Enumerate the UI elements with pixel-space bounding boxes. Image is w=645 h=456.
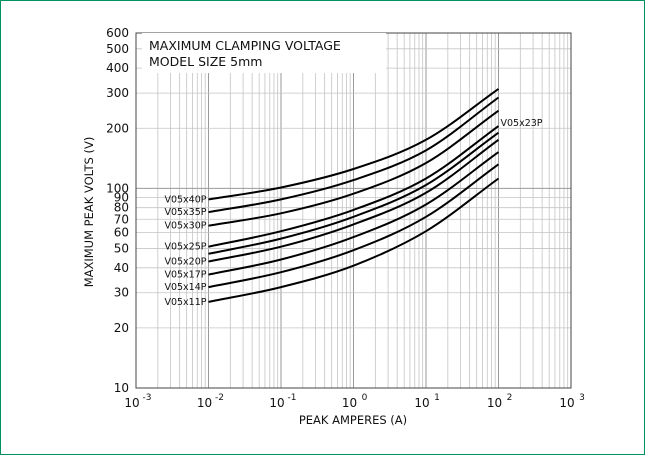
curves [208, 88, 500, 303]
title-box: MAXIMUM CLAMPING VOLTAGE MODEL SIZE 5mm [142, 33, 386, 73]
x-tick-exponent: 1 [434, 393, 440, 403]
y-tick-label: 20 [114, 321, 129, 335]
curve-v05x25p [208, 125, 500, 248]
curve-v05x20p [208, 138, 500, 263]
x-tick-label: 10 [197, 396, 212, 410]
x-tick-exponent: 0 [362, 393, 368, 403]
x-tick-label: 10 [487, 396, 502, 410]
series-label-v05x11p: V05x11P [164, 297, 206, 308]
y-tick-label: 300 [106, 86, 129, 100]
x-tick-exponent: 3 [579, 393, 585, 403]
x-tick-label: 10 [342, 396, 357, 410]
x-tick-exponent: 2 [507, 393, 513, 403]
y-tick-label: 400 [106, 61, 129, 75]
y-tick-label: 60 [114, 226, 129, 240]
curve-v05x23p [208, 131, 500, 255]
curve-v05x40p [208, 88, 500, 201]
y-tick-label: 40 [114, 261, 129, 275]
x-tick-exponent: -2 [215, 393, 224, 403]
y-tick-label: 80 [114, 201, 129, 215]
series-label-v05x20p: V05x20P [164, 257, 206, 268]
y-tick-label: 10 [114, 381, 129, 395]
series-label-v05x23p: V05x23P [501, 118, 543, 129]
x-tick-exponent: -1 [288, 393, 297, 403]
x-tick-label: 10 [124, 396, 139, 410]
chart-title-line-1: MAXIMUM CLAMPING VOLTAGE [149, 38, 341, 53]
curve-v05x17p [208, 151, 500, 276]
series-label-v05x14p: V05x14P [164, 282, 206, 293]
y-tick-label: 90 [114, 190, 129, 204]
x-tick-label: 10 [559, 396, 574, 410]
y-tick-label: 600 [106, 26, 129, 40]
series-label-v05x35p: V05x35P [164, 207, 206, 218]
title-background [142, 33, 386, 73]
x-tick-label: 10 [269, 396, 284, 410]
y-tick-label: 100 [106, 181, 129, 195]
x-tick-exponent: -3 [143, 393, 152, 403]
series-labels: V05x40P V05x35P V05x30P V05x25P V05x23P V05x2… [164, 118, 542, 308]
grid [135, 32, 571, 389]
y-tick-label: 70 [114, 212, 129, 226]
curve-v05x14p [208, 163, 500, 289]
y-axis-label: MAXIMUM PEAK VOLTS (V) [82, 137, 96, 288]
y-tick-label: 30 [114, 286, 129, 300]
series-label-v05x30p: V05x30P [164, 221, 206, 232]
y-tick-label: 50 [114, 241, 129, 255]
x-tick-label: 10 [414, 396, 429, 410]
curve-v05x11p [208, 177, 500, 303]
curve-v05x35p [208, 96, 500, 214]
series-label-v05x17p: V05x17P [164, 270, 206, 281]
series-label-v05x25p: V05x25P [164, 242, 206, 253]
curve-v05x30p [208, 109, 500, 227]
x-axis-label: PEAK AMPERES (A) [299, 413, 407, 427]
chart-title-line-2: MODEL SIZE 5mm [149, 54, 262, 69]
y-tick-label: 500 [106, 42, 129, 56]
y-tick-label: 200 [106, 121, 129, 135]
series-label-v05x40p: V05x40P [164, 194, 206, 205]
